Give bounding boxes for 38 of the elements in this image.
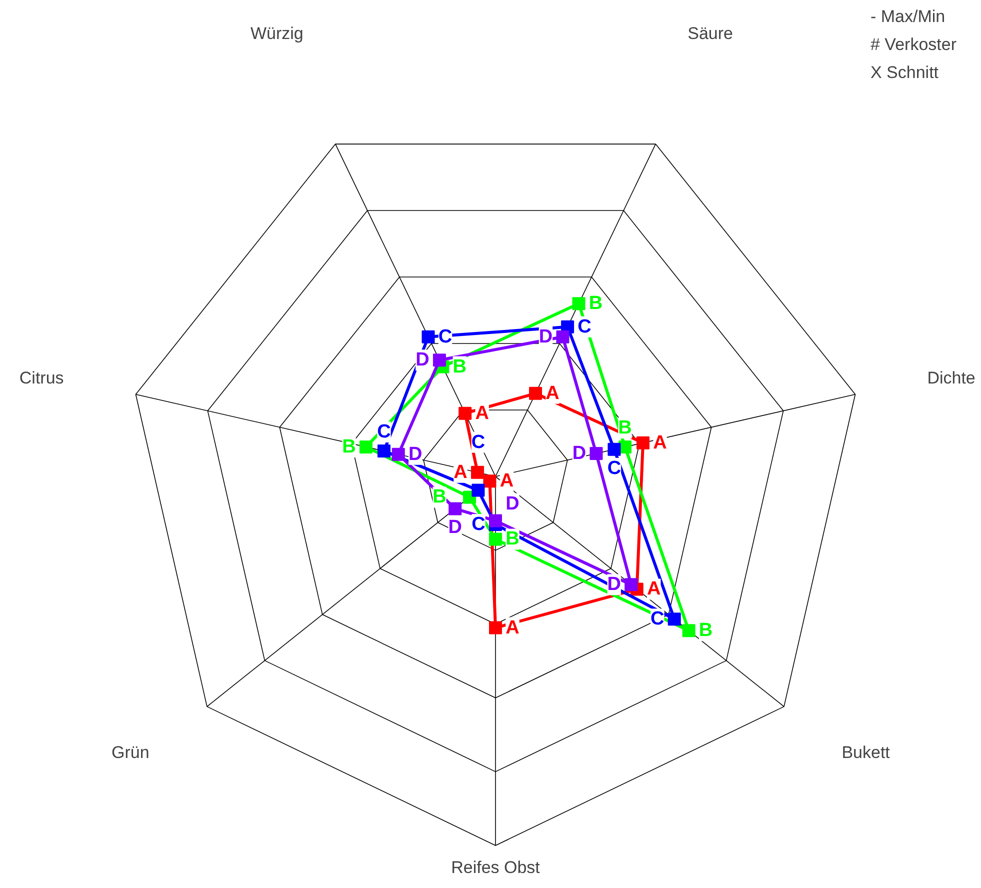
spoke-label: Säure bbox=[688, 24, 733, 44]
text: # Verkoster bbox=[870, 35, 957, 54]
text: A bbox=[653, 432, 667, 454]
series-label: D bbox=[408, 444, 422, 465]
spoke-label: Grün bbox=[112, 743, 150, 762]
text: C bbox=[650, 608, 664, 630]
spoke-label: Citrus bbox=[19, 368, 64, 388]
text: D bbox=[416, 350, 430, 371]
text: C bbox=[438, 326, 452, 348]
text: - Max/Min bbox=[870, 7, 946, 26]
text: A bbox=[647, 578, 661, 600]
text: A bbox=[500, 470, 514, 492]
text: A bbox=[475, 402, 489, 424]
series-label: C bbox=[607, 458, 622, 479]
text: D bbox=[538, 326, 553, 348]
text: B bbox=[588, 293, 603, 314]
text: C bbox=[377, 422, 391, 443]
text: A bbox=[454, 462, 468, 483]
text: D bbox=[607, 574, 621, 596]
text: B bbox=[506, 528, 520, 550]
text: C bbox=[578, 316, 592, 338]
text: B bbox=[342, 436, 356, 458]
series-label: A bbox=[546, 382, 560, 404]
text: X Schnitt bbox=[870, 63, 939, 82]
spoke-label: Bukett bbox=[842, 743, 890, 762]
spoke-label: Würzig bbox=[250, 24, 304, 44]
text: D bbox=[506, 493, 520, 514]
text: B bbox=[618, 417, 632, 438]
text: D bbox=[572, 443, 586, 464]
text: C bbox=[472, 514, 486, 535]
text: D bbox=[448, 517, 462, 538]
spoke-label: Dichte bbox=[927, 368, 976, 388]
text: B bbox=[432, 486, 446, 508]
series-label: B bbox=[452, 356, 467, 378]
text: A bbox=[506, 617, 520, 638]
text: C bbox=[471, 432, 486, 453]
spoke-label: Reifes Obst bbox=[451, 858, 540, 878]
text: B bbox=[698, 620, 713, 642]
